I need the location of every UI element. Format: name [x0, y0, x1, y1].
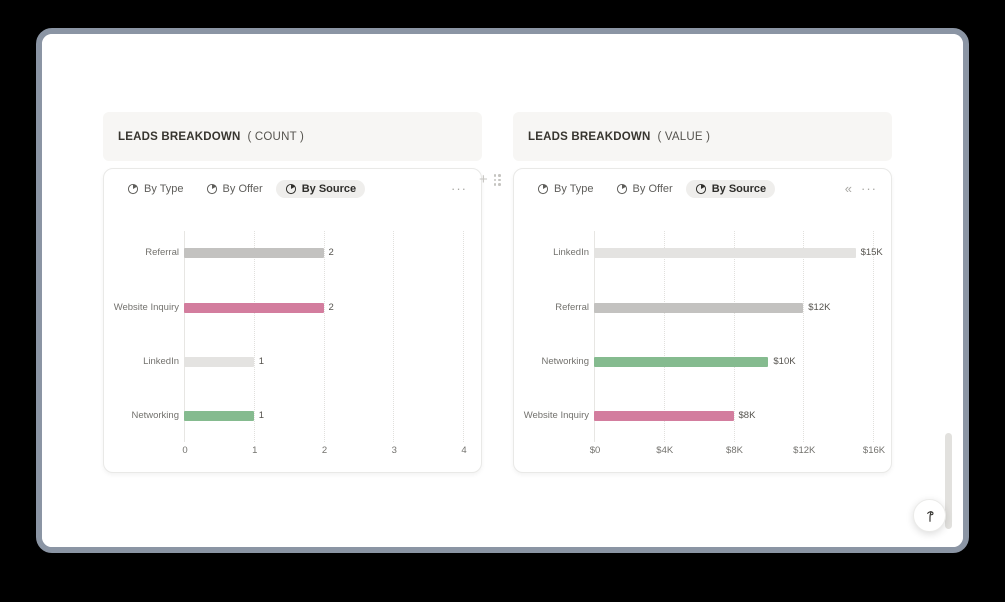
tab-label: By Type	[144, 183, 184, 195]
bar	[184, 303, 324, 313]
grid-line	[323, 231, 325, 442]
bar	[594, 411, 734, 421]
bar	[184, 357, 254, 367]
floating-action-button[interactable]	[913, 499, 946, 532]
value-label: $8K	[738, 410, 756, 421]
x-tick-label: $8K	[726, 445, 743, 456]
leads-count-title: LEADS BREAKDOWN	[118, 130, 241, 143]
category-label: Website Inquiry	[523, 410, 589, 421]
x-tick-label: 4	[461, 445, 467, 456]
value-bar-chart: $0 $4K $8K $12K $16K LinkedIn $15K Referral $12K…	[514, 169, 891, 472]
leads-value-title: LEADS BREAKDOWN	[528, 130, 651, 143]
tab-label: By Offer	[632, 183, 673, 195]
pie-chart-icon	[285, 183, 296, 195]
value-label: 2	[328, 247, 334, 258]
grid-line	[594, 231, 595, 442]
value-label: 1	[258, 410, 265, 421]
leads-value-qualifier: ( VALUE )	[657, 130, 711, 143]
x-tick-label: $4K	[656, 445, 674, 456]
value-label: $15K	[860, 247, 883, 258]
category-label: LinkedIn	[143, 356, 179, 367]
block-handles: +	[479, 171, 502, 188]
value-label: $12K	[808, 302, 831, 313]
page-content: LEADS BREAKDOWN ( COUNT ) LEADS BREAKDOW…	[42, 34, 963, 547]
x-tick-label: 2	[321, 445, 328, 456]
grid-line	[803, 231, 805, 442]
tab-by-offer[interactable]: By Offer	[607, 180, 682, 198]
leads-count-card: By Type By Offer By Source ··· 0 1 2 3 4 Refe…	[103, 168, 482, 473]
grid-line	[253, 231, 255, 442]
grid-line	[873, 231, 874, 442]
tab-by-type[interactable]: By Type	[528, 180, 603, 198]
tab-by-source[interactable]: By Source	[685, 180, 776, 198]
grid-line	[663, 231, 665, 442]
count-card-controls: ···	[451, 179, 467, 199]
pie-chart-icon	[206, 183, 217, 195]
category-label: Referral	[555, 302, 589, 313]
leads-value-card: By Type By Offer By Source « ··· $0 $4K $8…	[513, 168, 892, 473]
value-label: $10K	[773, 356, 796, 367]
bar	[184, 411, 254, 421]
leads-count-qualifier: ( COUNT )	[247, 130, 305, 143]
x-tick-label: 3	[391, 445, 397, 456]
bar	[594, 248, 856, 258]
collapse-chevrons-icon[interactable]: «	[844, 181, 852, 196]
category-label: Networking	[541, 356, 589, 367]
drag-handle-icon[interactable]	[493, 174, 502, 186]
add-block-icon[interactable]: +	[479, 171, 488, 188]
bar	[184, 248, 324, 258]
x-tick-label: 0	[182, 445, 188, 456]
more-options-icon[interactable]: ···	[861, 181, 877, 196]
grid-line	[463, 231, 464, 442]
bar	[594, 357, 769, 367]
x-tick-label: $0	[589, 445, 601, 456]
leads-value-header: LEADS BREAKDOWN ( VALUE )	[513, 112, 892, 161]
tab-label: By Source	[711, 183, 767, 195]
pie-chart-icon	[695, 183, 706, 195]
tab-by-source[interactable]: By Source	[275, 180, 366, 198]
x-tick-label: 1	[252, 445, 258, 456]
value-card-controls: « ···	[845, 179, 877, 199]
tab-label: By Type	[554, 183, 594, 195]
pie-chart-icon	[616, 183, 627, 195]
count-bar-chart: 0 1 2 3 4 Referral 2 Website Inquiry 2 LinkedIn 1 N…	[104, 169, 481, 472]
category-label: Referral	[145, 247, 179, 258]
grid-line	[184, 231, 185, 442]
tab-by-type[interactable]: By Type	[118, 180, 193, 198]
bar	[594, 303, 804, 313]
x-tick-label: $16K	[862, 445, 886, 456]
x-tick-label: $12K	[793, 445, 816, 456]
grid-line	[393, 231, 395, 442]
tab-label: By Source	[301, 183, 357, 195]
pie-chart-icon	[127, 183, 139, 195]
tab-label: By Offer	[222, 183, 263, 195]
more-options-icon[interactable]: ···	[451, 181, 467, 196]
doodle-face-icon	[926, 510, 934, 522]
category-label: Website Inquiry	[113, 302, 179, 313]
count-chart-tabs: By Type By Offer By Source	[118, 180, 366, 198]
tab-by-offer[interactable]: By Offer	[197, 180, 272, 198]
leads-count-header: LEADS BREAKDOWN ( COUNT )	[103, 112, 482, 161]
value-label: 2	[328, 302, 334, 313]
vertical-scrollbar-thumb[interactable]	[945, 433, 952, 529]
category-label: Networking	[131, 410, 179, 421]
value-chart-tabs: By Type By Offer By Source	[528, 180, 776, 198]
value-label: 1	[258, 356, 265, 367]
pie-chart-icon	[537, 183, 549, 195]
app-window: LEADS BREAKDOWN ( COUNT ) LEADS BREAKDOW…	[36, 28, 969, 553]
grid-line	[733, 231, 735, 442]
category-label: LinkedIn	[553, 247, 589, 258]
